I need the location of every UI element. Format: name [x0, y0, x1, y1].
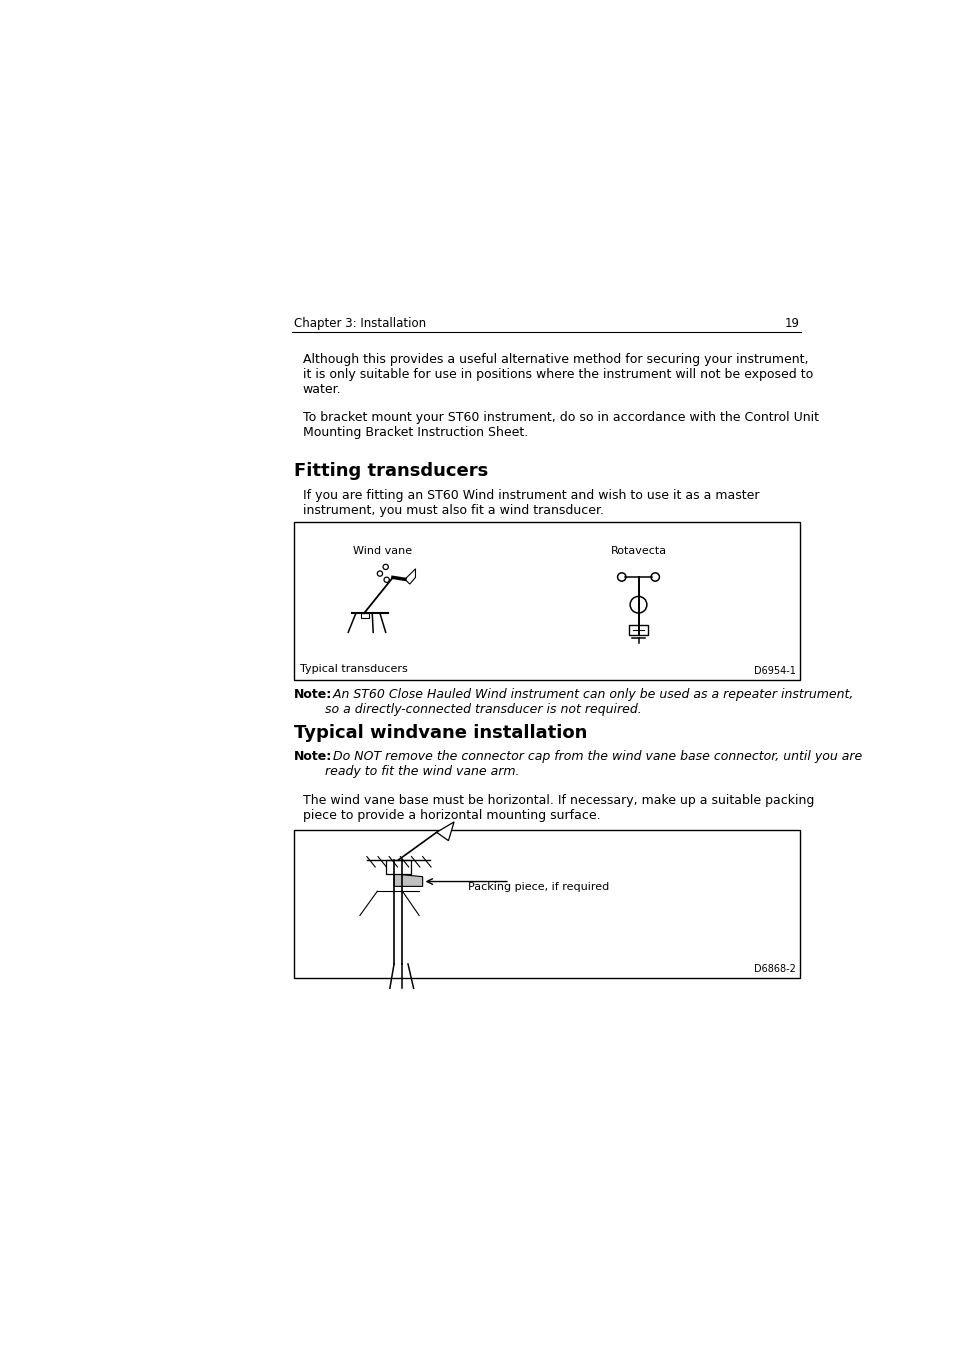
Text: If you are fitting an ST60 Wind instrument and wish to use it as a master
instru: If you are fitting an ST60 Wind instrume…: [303, 489, 759, 516]
Text: D6954-1: D6954-1: [753, 666, 795, 676]
Text: Note:: Note:: [294, 750, 332, 763]
Text: Note:: Note:: [294, 688, 332, 701]
Circle shape: [630, 596, 646, 613]
Polygon shape: [436, 821, 454, 840]
Polygon shape: [404, 569, 416, 584]
Text: Fitting transducers: Fitting transducers: [294, 462, 487, 481]
Text: Although this provides a useful alternative method for securing your instrument,: Although this provides a useful alternat…: [303, 353, 812, 396]
Text: D6868-2: D6868-2: [753, 965, 795, 974]
Text: Do NOT remove the connector cap from the wind vane base connector, until you are: Do NOT remove the connector cap from the…: [324, 750, 861, 778]
Text: Rotavecta: Rotavecta: [610, 546, 666, 555]
Polygon shape: [394, 874, 422, 886]
Bar: [294, 831, 799, 978]
Text: Wind vane: Wind vane: [353, 546, 412, 555]
Text: Typical windvane installation: Typical windvane installation: [294, 724, 586, 742]
Bar: [360, 613, 369, 617]
Text: To bracket mount your ST60 instrument, do so in accordance with the Control Unit: To bracket mount your ST60 instrument, d…: [303, 411, 818, 439]
Circle shape: [376, 571, 382, 577]
Bar: [294, 523, 799, 680]
Circle shape: [617, 573, 625, 581]
Circle shape: [383, 565, 388, 570]
Text: Chapter 3: Installation: Chapter 3: Installation: [294, 317, 425, 330]
Text: An ST60 Close Hauled Wind instrument can only be used as a repeater instrument,
: An ST60 Close Hauled Wind instrument can…: [324, 688, 852, 716]
Text: The wind vane base must be horizontal. If necessary, make up a suitable packing
: The wind vane base must be horizontal. I…: [303, 793, 814, 821]
Circle shape: [650, 573, 659, 581]
Bar: [629, 624, 647, 635]
Text: Packing piece, if required: Packing piece, if required: [468, 882, 609, 892]
Text: 19: 19: [784, 317, 799, 330]
Bar: [385, 861, 411, 874]
Circle shape: [384, 577, 389, 582]
Text: Typical transducers: Typical transducers: [299, 665, 407, 674]
